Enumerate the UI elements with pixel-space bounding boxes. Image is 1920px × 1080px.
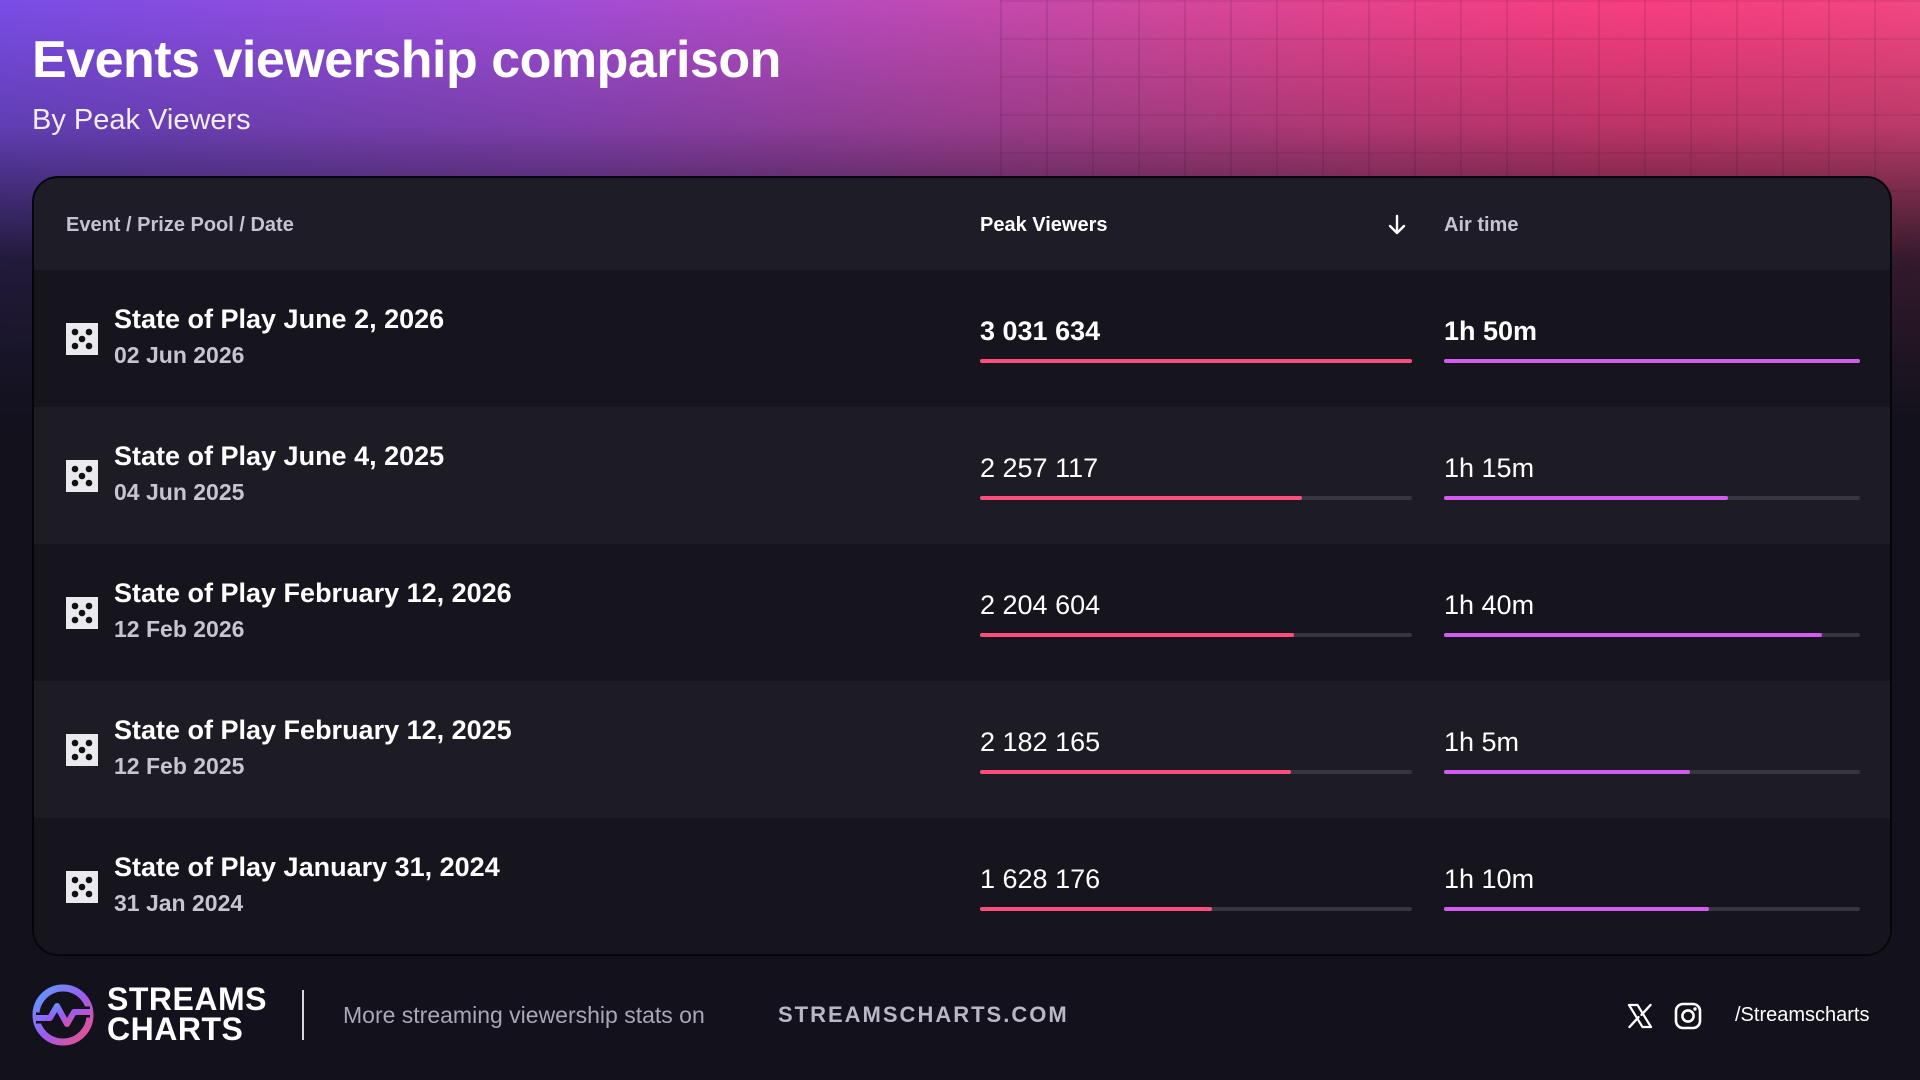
peak-viewers-bar [980, 770, 1292, 774]
peak-viewers-bar-track [980, 496, 1412, 500]
peak-viewers-bar [980, 496, 1302, 500]
peak-viewers-value: 3 031 634 [980, 316, 1101, 346]
peak-viewers-bar-track [980, 633, 1412, 637]
page-title: Events viewership comparison [32, 31, 781, 89]
peak-viewers-value: 2 257 117 [980, 453, 1099, 483]
dice-icon [66, 871, 98, 903]
event-date: 02 Jun 2026 [114, 342, 245, 368]
peak-viewers-bar-track [980, 359, 1412, 363]
event-name[interactable]: State of Play June 2, 2026 [114, 304, 445, 334]
promo-link[interactable]: STREAMSCHARTS.COM [778, 1002, 1069, 1027]
peak-viewers-value: 2 182 165 [980, 727, 1101, 757]
x-icon[interactable] [1626, 1002, 1654, 1030]
column-header-event[interactable]: Event / Prize Pool / Date [66, 214, 294, 236]
arrow-down-icon[interactable] [1384, 212, 1410, 238]
air-time-bar-track [1444, 770, 1860, 774]
peak-viewers-bar-track [980, 770, 1412, 774]
event-name[interactable]: State of Play January 31, 2024 [114, 852, 500, 882]
air-time-value: 1h 40m [1444, 590, 1535, 620]
peak-viewers-bar [980, 633, 1295, 637]
dice-icon [66, 460, 98, 492]
peak-viewers-value: 2 204 604 [980, 590, 1101, 620]
promo-text: More streaming viewership stats on [343, 1002, 705, 1028]
table-row[interactable]: State of Play February 12, 2026 12 Feb 20… [34, 544, 1890, 681]
air-time-value: 1h 15m [1444, 453, 1535, 483]
event-name[interactable]: State of Play February 12, 2026 [114, 578, 512, 608]
air-time-value: 1h 5m [1444, 727, 1520, 757]
peak-viewers-value: 1 628 176 [980, 864, 1101, 894]
table-header: Event / Prize Pool / Date Peak Viewers A… [34, 178, 1890, 270]
logo-wordmark: STREAMS CHARTS [107, 981, 287, 1047]
air-time-bar-track [1444, 633, 1860, 637]
table-row[interactable]: State of Play January 31, 2024 31 Jan 202… [34, 818, 1890, 954]
dice-icon [66, 323, 98, 355]
page-subtitle: By Peak Viewers [32, 104, 251, 136]
table-row[interactable]: State of Play June 4, 2025 04 Jun 2025 2 2… [34, 407, 1890, 544]
footer: STREAMS CHARTS More streaming viewership… [0, 970, 1920, 1080]
logo-line-2: CHARTS [107, 1011, 244, 1047]
footer-divider [302, 990, 304, 1040]
column-header-peak-viewers[interactable]: Peak Viewers [980, 214, 1108, 236]
events-table: Event / Prize Pool / Date Peak Viewers A… [32, 176, 1892, 956]
social-handle[interactable]: /Streamscharts [1735, 1004, 1870, 1026]
event-date: 12 Feb 2025 [114, 753, 245, 779]
peak-viewers-bar-track [980, 907, 1412, 911]
event-date: 12 Feb 2026 [114, 616, 245, 642]
air-time-bar-track [1444, 496, 1860, 500]
air-time-bar [1444, 359, 1860, 363]
logo-line-1: STREAMS [107, 981, 267, 1017]
dice-icon [66, 597, 98, 629]
instagram-icon[interactable] [1673, 1001, 1703, 1031]
event-name[interactable]: State of Play June 4, 2025 [114, 441, 445, 471]
event-date: 31 Jan 2024 [114, 890, 244, 916]
air-time-bar [1444, 496, 1728, 500]
table-body: State of Play June 2, 2026 02 Jun 2026 3 0… [34, 270, 1890, 954]
air-time-bar-track [1444, 907, 1860, 911]
peak-viewers-bar [980, 907, 1212, 911]
air-time-bar [1444, 770, 1690, 774]
column-header-air-time[interactable]: Air time [1444, 214, 1519, 236]
streams-charts-logo-icon [32, 984, 94, 1046]
air-time-value: 1h 10m [1444, 864, 1535, 894]
table-row[interactable]: State of Play February 12, 2025 12 Feb 20… [34, 681, 1890, 818]
peak-viewers-bar [980, 359, 1412, 363]
dice-icon [66, 734, 98, 766]
air-time-bar [1444, 907, 1709, 911]
air-time-value: 1h 50m [1444, 316, 1538, 346]
air-time-bar-track [1444, 359, 1860, 363]
event-date: 04 Jun 2025 [114, 479, 245, 505]
table-row[interactable]: State of Play June 2, 2026 02 Jun 2026 3 0… [34, 270, 1890, 407]
event-name[interactable]: State of Play February 12, 2025 [114, 715, 512, 745]
air-time-bar [1444, 633, 1823, 637]
